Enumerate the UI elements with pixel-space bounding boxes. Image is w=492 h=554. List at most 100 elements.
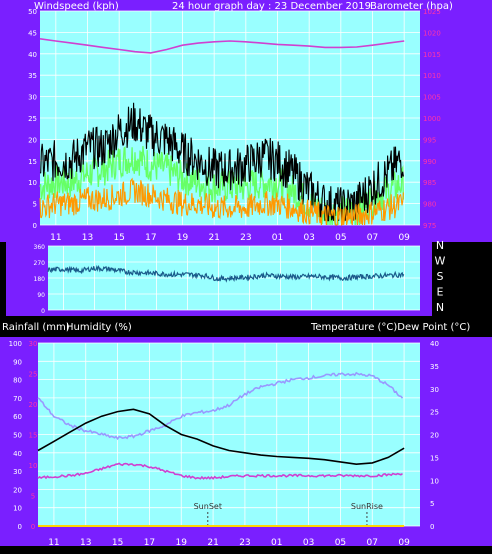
bottom-x-tick-label: 09	[398, 538, 410, 548]
bottom-x-tick-label: 19	[176, 538, 188, 548]
rainfall-tick-label: 5	[31, 493, 35, 501]
top-y2-tick-label: 990	[423, 158, 436, 166]
direction-y-tick-label: 180	[34, 276, 46, 283]
temperature-tick-label: 0	[430, 523, 434, 531]
bottom-x-tick-label: 03	[303, 538, 314, 548]
direction-y-tick-label: 270	[34, 260, 46, 267]
bottom-x-tick-label: 23	[239, 538, 250, 548]
dew-point-series	[37, 462, 403, 480]
top-x-tick-label: 17	[145, 233, 156, 243]
top-y-tick-label: 15	[28, 158, 37, 166]
direction-y-tick-label: 90	[37, 292, 45, 299]
sun-marker-label: SunSet	[194, 502, 222, 511]
top-y2-tick-label: 1010	[423, 72, 441, 80]
top-y2-tick-label: 1005	[423, 94, 441, 102]
top-y2-tick-label: 1015	[423, 51, 441, 59]
bottom-x-tick-label: 07	[367, 538, 378, 548]
top-y-tick-label: 35	[28, 72, 37, 80]
bottom-x-tick-label: 11	[48, 538, 59, 548]
direction-compass-label: W	[435, 255, 446, 268]
direction-compass-label: N	[436, 239, 444, 252]
humidity-tick-label: 60	[13, 413, 22, 421]
wind-average-series	[39, 177, 404, 226]
bottom-x-tick-label: 21	[207, 538, 218, 548]
wind-direction-series	[47, 264, 405, 283]
sun-marker-label: SunRise	[351, 502, 383, 511]
humidity-tick-label: 0	[18, 523, 22, 531]
humidity-tick-label: 10	[13, 505, 22, 513]
top-y2-tick-label: 980	[423, 201, 436, 209]
top-y-tick-label: 30	[28, 94, 37, 102]
top-y-tick-label: 45	[28, 29, 37, 37]
temperature-axis-title: Temperature (°C)Dew Point (°C)	[310, 322, 470, 333]
temperature-series	[37, 408, 405, 466]
top-y-tick-label: 20	[28, 136, 37, 144]
top-x-tick-label: 15	[113, 233, 124, 243]
windspeed-series	[39, 102, 404, 222]
chart-title: 24 hour graph day : 23 December 2019	[172, 1, 371, 12]
temperature-tick-label: 30	[430, 386, 439, 394]
rainfall-tick-label: 25	[29, 371, 38, 379]
tick-labels: 0510152025303540455097598098599099510001…	[9, 8, 446, 548]
direction-compass-label: N	[436, 301, 444, 314]
direction-compass-label: E	[437, 286, 444, 299]
humidity-tick-label: 80	[13, 377, 22, 385]
humidity-tick-label: 100	[9, 340, 22, 348]
top-y2-tick-label: 995	[423, 136, 436, 144]
top-y2-tick-label: 1025	[423, 8, 441, 16]
temperature-tick-label: 40	[430, 340, 439, 348]
bottom-x-tick-label: 01	[271, 538, 282, 548]
temperature-tick-label: 10	[430, 477, 439, 485]
rainfall-axis-title: Rainfall (mm)	[2, 322, 70, 333]
humidity-tick-label: 70	[13, 395, 22, 403]
humidity-tick-label: 50	[13, 432, 22, 440]
top-x-tick-label: 09	[398, 233, 410, 243]
humidity-axis-title: Humidity (%)	[66, 322, 132, 333]
direction-compass-label: S	[437, 270, 444, 283]
barometer-axis-title: Barometer (hpa)	[370, 1, 453, 12]
top-x-tick-label: 21	[208, 233, 219, 243]
top-y2-tick-label: 985	[423, 179, 436, 187]
top-x-tick-label: 01	[272, 233, 283, 243]
rainfall-tick-label: 15	[29, 432, 38, 440]
temperature-tick-label: 25	[430, 409, 439, 417]
humidity-tick-label: 20	[13, 486, 22, 494]
direction-y-tick-label: 360	[34, 244, 46, 251]
top-y2-tick-label: 1000	[423, 115, 441, 123]
wind-axis-title: Windspeed (kph)	[34, 1, 119, 12]
top-y-tick-label: 10	[28, 179, 37, 187]
temperature-tick-label: 20	[430, 432, 439, 440]
top-y-tick-label: 0	[33, 222, 37, 230]
rainfall-tick-label: 10	[29, 462, 38, 470]
humidity-tick-label: 90	[13, 358, 22, 366]
temperature-tick-label: 35	[430, 363, 439, 371]
top-y2-tick-label: 975	[423, 222, 436, 230]
top-y2-tick-label: 1020	[423, 29, 441, 37]
bottom-x-tick-label: 15	[112, 538, 123, 548]
bottom-x-tick-label: 05	[335, 538, 346, 548]
rainfall-tick-label: 30	[29, 340, 38, 348]
top-y-tick-label: 5	[33, 201, 37, 209]
top-x-tick-label: 11	[50, 233, 61, 243]
barometer-series	[39, 38, 405, 54]
top-y-tick-label: 50	[28, 8, 37, 16]
bottom-x-tick-label: 17	[144, 538, 155, 548]
data-series	[37, 38, 405, 527]
temperature-tick-label: 15	[430, 454, 439, 462]
rainfall-tick-label: 20	[29, 401, 38, 409]
humidity-tick-label: 40	[13, 450, 22, 458]
rainfall-tick-label: 0	[31, 523, 35, 531]
top-x-tick-label: 05	[335, 233, 346, 243]
top-x-tick-label: 13	[82, 233, 93, 243]
top-y-tick-label: 40	[28, 51, 37, 59]
top-y-tick-label: 25	[28, 115, 37, 123]
direction-y-tick-label: 0	[41, 308, 45, 315]
top-x-tick-label: 07	[367, 233, 378, 243]
top-x-tick-label: 19	[177, 233, 189, 243]
bottom-x-tick-label: 13	[80, 538, 91, 548]
humidity-tick-label: 30	[13, 468, 22, 476]
top-x-tick-label: 03	[303, 233, 314, 243]
temperature-tick-label: 5	[430, 500, 434, 508]
